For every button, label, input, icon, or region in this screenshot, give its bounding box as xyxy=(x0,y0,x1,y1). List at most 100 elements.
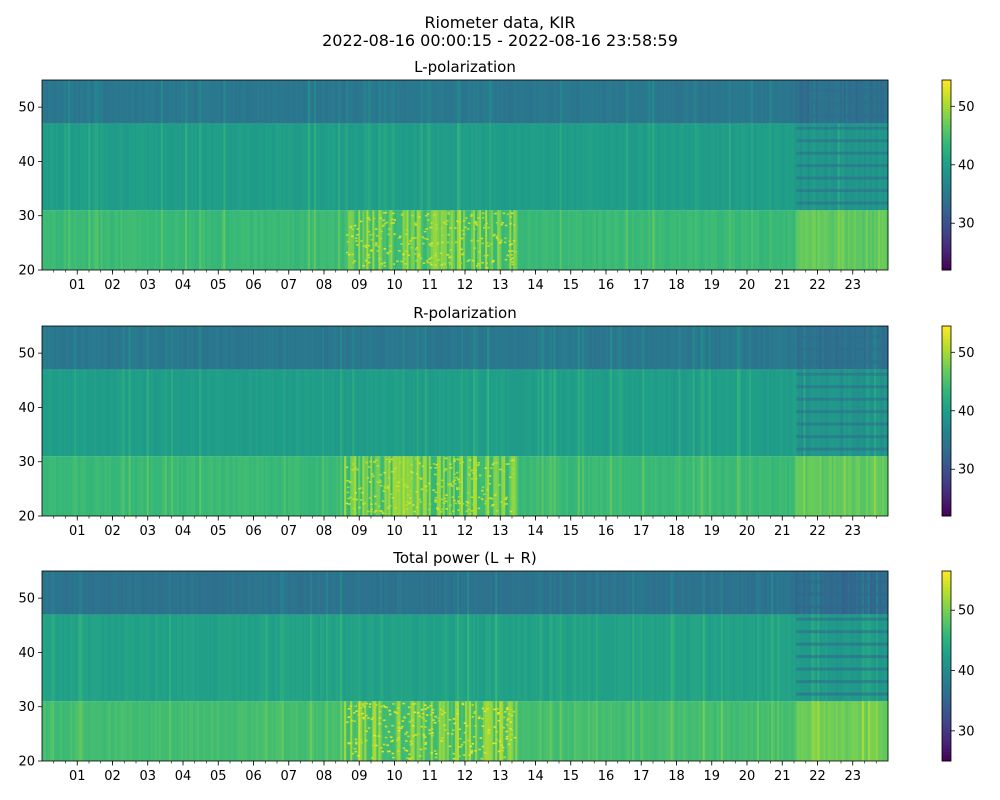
heatmap-cell xyxy=(801,456,804,516)
heatmap-cell xyxy=(106,614,109,702)
heatmap-cell xyxy=(263,571,266,615)
colorbar-segment xyxy=(942,83,951,87)
heatmap-cell xyxy=(253,123,256,211)
heatmap-cell xyxy=(62,80,65,124)
heatmap-cell xyxy=(180,123,184,211)
heatmap-cell xyxy=(603,571,607,615)
heatmap-cell xyxy=(346,369,349,457)
heatmap-cell xyxy=(393,468,396,470)
heatmap-cell xyxy=(622,369,625,457)
heatmap-cell xyxy=(134,80,138,124)
heatmap-cell xyxy=(326,571,329,615)
heatmap-cell xyxy=(567,326,571,370)
heatmap-cell xyxy=(589,123,593,211)
heatmap-cell xyxy=(229,80,232,124)
heatmap-cell xyxy=(505,614,508,702)
heatmap-cell xyxy=(431,734,434,737)
heatmap-cell xyxy=(185,369,188,457)
heatmap-cell xyxy=(388,709,391,712)
heatmap-cell xyxy=(168,456,172,516)
heatmap-cell xyxy=(454,123,458,211)
heatmap-cell xyxy=(381,750,384,753)
heatmap-cell xyxy=(473,210,476,270)
heatmap-cell xyxy=(229,571,232,615)
heatmap-cell xyxy=(207,210,210,270)
heatmap-cell xyxy=(757,210,760,270)
heatmap-cell xyxy=(753,123,756,211)
heatmap-cell xyxy=(513,736,517,739)
heatmap-cell xyxy=(515,571,518,615)
heatmap-cell xyxy=(183,701,186,761)
heatmap-cell xyxy=(160,701,164,761)
heatmap-cell xyxy=(148,326,152,370)
heatmap-cell xyxy=(138,456,142,516)
heatmap-cell xyxy=(861,210,865,270)
heatmap-cell xyxy=(724,456,728,516)
heatmap-cell xyxy=(557,701,561,761)
colorbar-segment xyxy=(942,228,951,233)
heatmap-cell xyxy=(478,251,481,253)
heatmap-cell xyxy=(545,326,548,370)
heatmap-cell xyxy=(461,702,465,705)
heatmap-cell xyxy=(78,210,81,270)
heatmap-cell xyxy=(376,250,379,252)
heatmap-cell xyxy=(166,571,170,615)
heatmap-cell xyxy=(879,701,883,761)
heatmap-cell xyxy=(470,215,473,217)
heatmap-cell xyxy=(595,701,599,761)
heatmap-cell xyxy=(283,123,287,211)
heatmap-cell xyxy=(593,369,597,457)
heatmap-cell xyxy=(632,369,635,457)
heatmap-cell xyxy=(471,456,474,516)
heatmap-cell xyxy=(207,369,210,457)
heatmap-cell xyxy=(438,258,441,261)
heatmap-cell xyxy=(124,701,127,761)
heatmap-cell xyxy=(738,80,742,124)
heatmap-cell xyxy=(372,701,375,761)
heatmap-cell xyxy=(384,736,388,739)
heatmap-cell xyxy=(793,326,796,370)
heatmap-cell xyxy=(436,210,440,270)
heatmap-cell xyxy=(219,210,222,270)
heatmap-cell xyxy=(732,571,736,615)
heatmap-cell xyxy=(618,326,621,370)
heatmap-cell xyxy=(815,701,818,761)
heatmap-cell xyxy=(648,210,651,270)
heatmap-cell xyxy=(813,210,816,270)
heatmap-cell xyxy=(650,326,653,370)
heatmap-cell xyxy=(515,210,518,270)
colorbar-segment xyxy=(942,108,951,113)
heatmap-cell xyxy=(215,571,218,615)
heatmap-cell xyxy=(551,701,555,761)
colorbar-segment xyxy=(942,348,951,352)
heatmap-cell xyxy=(382,123,385,211)
heatmap-cell xyxy=(710,210,714,270)
heatmap-cell xyxy=(420,326,424,370)
heatmap-cell xyxy=(205,614,208,702)
heatmap-cell xyxy=(164,369,168,457)
x-tick-label: 10 xyxy=(386,278,403,293)
heatmap-cell xyxy=(390,458,393,461)
heatmap-cell xyxy=(492,742,496,745)
heatmap-cell xyxy=(684,571,687,615)
heatmap-cell xyxy=(499,701,502,761)
heatmap-cell xyxy=(389,250,392,253)
heatmap-cell xyxy=(416,571,420,615)
heatmap-cell xyxy=(508,250,511,252)
heatmap-cell xyxy=(525,456,528,516)
heatmap-cell xyxy=(319,369,323,457)
heatmap-cell xyxy=(372,80,375,124)
heatmap-cell xyxy=(690,210,694,270)
heatmap-cell xyxy=(771,369,774,457)
heatmap-cell xyxy=(597,701,601,761)
heatmap-cell xyxy=(370,508,373,510)
colorbar-segment xyxy=(942,168,951,173)
heatmap-cell xyxy=(541,456,544,516)
heatmap-cell xyxy=(189,326,192,370)
x-tick-label: 20 xyxy=(739,278,756,293)
heatmap-cell xyxy=(680,369,683,457)
heatmap-cell xyxy=(716,326,720,370)
heatmap-cell xyxy=(60,369,63,457)
heatmap-cell xyxy=(366,80,369,124)
heatmap-cell xyxy=(90,701,93,761)
